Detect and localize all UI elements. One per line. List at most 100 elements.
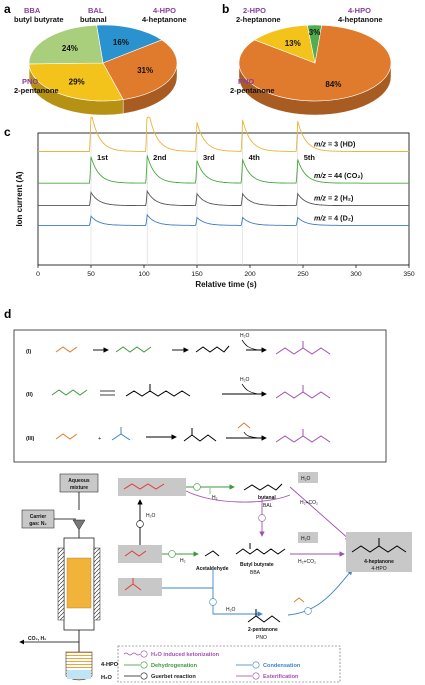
h2-label-1: H₂ — [212, 495, 218, 501]
label-4hpo-code-a: 4-HPO — [153, 6, 176, 15]
panel-d: d (I) H₂O (II) H₂O — [4, 307, 412, 683]
x-tick-label-0: 0 — [36, 271, 40, 278]
bba-label: BBA — [250, 570, 261, 576]
pulse-label-2: 2nd — [153, 153, 167, 162]
pie-b-pct-4-hpo: 84% — [325, 80, 341, 89]
x-tick-label-1: 50 — [87, 271, 95, 278]
legend-box: H₂O induced ketonization Dehydrogenation… — [117, 645, 341, 683]
pie-chart-a: 16% 31% 29% 24% — [28, 24, 178, 116]
equilibrium-arrow-row2 — [100, 390, 115, 396]
acetone-box — [118, 578, 162, 596]
legend-node-e — [252, 672, 260, 680]
series-label-4: m/z = 4 (D₂) — [314, 213, 354, 222]
pie-a-slice-bal — [96, 24, 163, 64]
panel-letter-d: d — [4, 307, 11, 321]
collector-liquid — [67, 670, 91, 679]
pie-a-slice-pno — [28, 62, 124, 102]
row2-h2o: H₂O — [240, 377, 250, 383]
label-pno-name-b: 2-pentanone — [230, 86, 275, 95]
legend-node-k — [140, 650, 148, 658]
butanal-structure-1 — [195, 345, 230, 353]
x-tick-label-5: 250 — [297, 271, 309, 278]
plot-frame — [37, 132, 410, 266]
h2-label-2: H₂ — [180, 558, 186, 564]
reaction-network: H₂ butanal BAL H₂ Acetaldehyde H₂O H₂O 2… — [118, 472, 412, 641]
label-2hpo-name: 2-heptanone — [236, 15, 281, 24]
hpo-label: 4-HPO — [371, 566, 386, 572]
panel-a: a 16% 31% 29% 24% BBA butyl butyrate BAL bu… — [4, 2, 187, 116]
condensation-h2o: H₂O — [226, 607, 236, 613]
pentanone-label: 2-pentanone — [248, 627, 278, 633]
series-label-3: m/z = 2 (H₂) — [314, 194, 354, 203]
butyl-butyrate-label: Butyl butyrate — [240, 562, 274, 568]
furnace-right — [93, 547, 101, 621]
pie-a-slice-4-hpo — [102, 39, 178, 100]
ethanol-structure-1 — [55, 346, 78, 353]
valve-icon — [72, 519, 86, 531]
row2-h2o-hook — [241, 383, 259, 395]
aqueous-label: Aqueous — [68, 478, 90, 484]
label-pno-code-b: PNO — [238, 77, 254, 86]
water-box-2 — [298, 532, 318, 543]
reaction-scheme-box: (I) H₂O (II) H₂O (III) + — [13, 329, 387, 463]
panel-b: b 84% 13% 3% 2-HPO 2-heptanone 4-HPO 4-hep… — [222, 2, 392, 116]
label-4hpo-name-a: 4-heptanone — [142, 15, 187, 24]
pulse-label-1: 1st — [97, 153, 108, 162]
legend-node-d — [140, 661, 148, 669]
x-axis-title: Relative time (s) — [195, 280, 257, 289]
row3-ethanol-small — [237, 422, 251, 429]
gas-label: gas: N₂ — [29, 521, 47, 527]
water-box-1 — [298, 472, 318, 483]
pie-chart-b: 84% 13% 3% — [238, 24, 392, 116]
label-bal-name: butanal — [80, 15, 107, 24]
plus-sign: + — [98, 436, 101, 442]
acetaldehyde-label: Acetaldehyde — [196, 566, 229, 572]
collector-product: 4-HPO — [101, 662, 119, 668]
h2co2-label-2: H₂+CO₂ — [298, 559, 316, 565]
legend-node-g — [140, 672, 148, 680]
x-tick-label-2: 100 — [138, 271, 150, 278]
label-bba-code: BBA — [24, 6, 41, 15]
row-label-3: (III) — [26, 436, 35, 442]
butanal-network — [243, 483, 283, 491]
pie-a-pct-bal: 16% — [113, 38, 129, 47]
pie-a-pct-pno: 29% — [69, 77, 85, 86]
label-pno-code-a: PNO — [22, 77, 38, 86]
series-line-3 — [38, 189, 409, 207]
condensation-node-1 — [209, 598, 217, 606]
x-tick-label-3: 150 — [191, 271, 203, 278]
label-bal-code: BAL — [88, 6, 104, 15]
water-label-1: H₂O — [301, 476, 311, 482]
h2co2-label-1: H₂+CO₂ — [300, 500, 318, 506]
legend-d: Dehydrogenation — [151, 663, 198, 669]
row-label-1: (I) — [26, 349, 31, 355]
heptanone-label: 4-heptanone — [364, 559, 394, 565]
reactor-diagram: Aqueous mixture Carrier gas: N₂ CO₂, H₂ … — [19, 473, 119, 681]
acetaldehyde-network — [204, 550, 220, 557]
label-bba-name: butyl butyrate — [14, 15, 64, 24]
pie-b-pct-pno: 13% — [285, 39, 301, 48]
legend-node-c — [252, 661, 260, 669]
pno-label: PNO — [256, 635, 267, 641]
x-tick-label-7: 350 — [403, 271, 415, 278]
chart-marks: 1st 2nd 3rd 4th 5th m/z = 3 (HD) m/z = 44 (CO₂… — [36, 116, 415, 278]
butanal-label: butanal — [258, 495, 276, 501]
pie-b-slice-pno — [253, 24, 316, 64]
pulse-label-5: 5th — [304, 153, 316, 162]
y-axis-title: Ion current (A) — [15, 171, 24, 226]
butyl-butyrate-network — [235, 548, 286, 555]
pulse-label-4: 4th — [249, 153, 261, 162]
outlet-gas-label: CO₂, H₂ — [28, 636, 46, 642]
panel-c: c 1st 2nd 3rd 4th 5th m/z = 3 (HD) m/z = 44 (C… — [4, 116, 415, 289]
carrier-label: Carrier — [30, 514, 46, 520]
series-line-4 — [38, 213, 409, 226]
esterification-node — [258, 514, 266, 522]
legend-k: H₂O induced ketonization — [151, 652, 220, 658]
pie-b-slice-2-hpo — [306, 24, 322, 64]
pie-a-slice-bba — [28, 24, 104, 65]
butanol-structure-2 — [51, 389, 88, 396]
furnace-left — [57, 547, 65, 621]
x-tick-label-6: 300 — [350, 271, 362, 278]
butyl-butyrate-structure-1 — [125, 390, 191, 397]
